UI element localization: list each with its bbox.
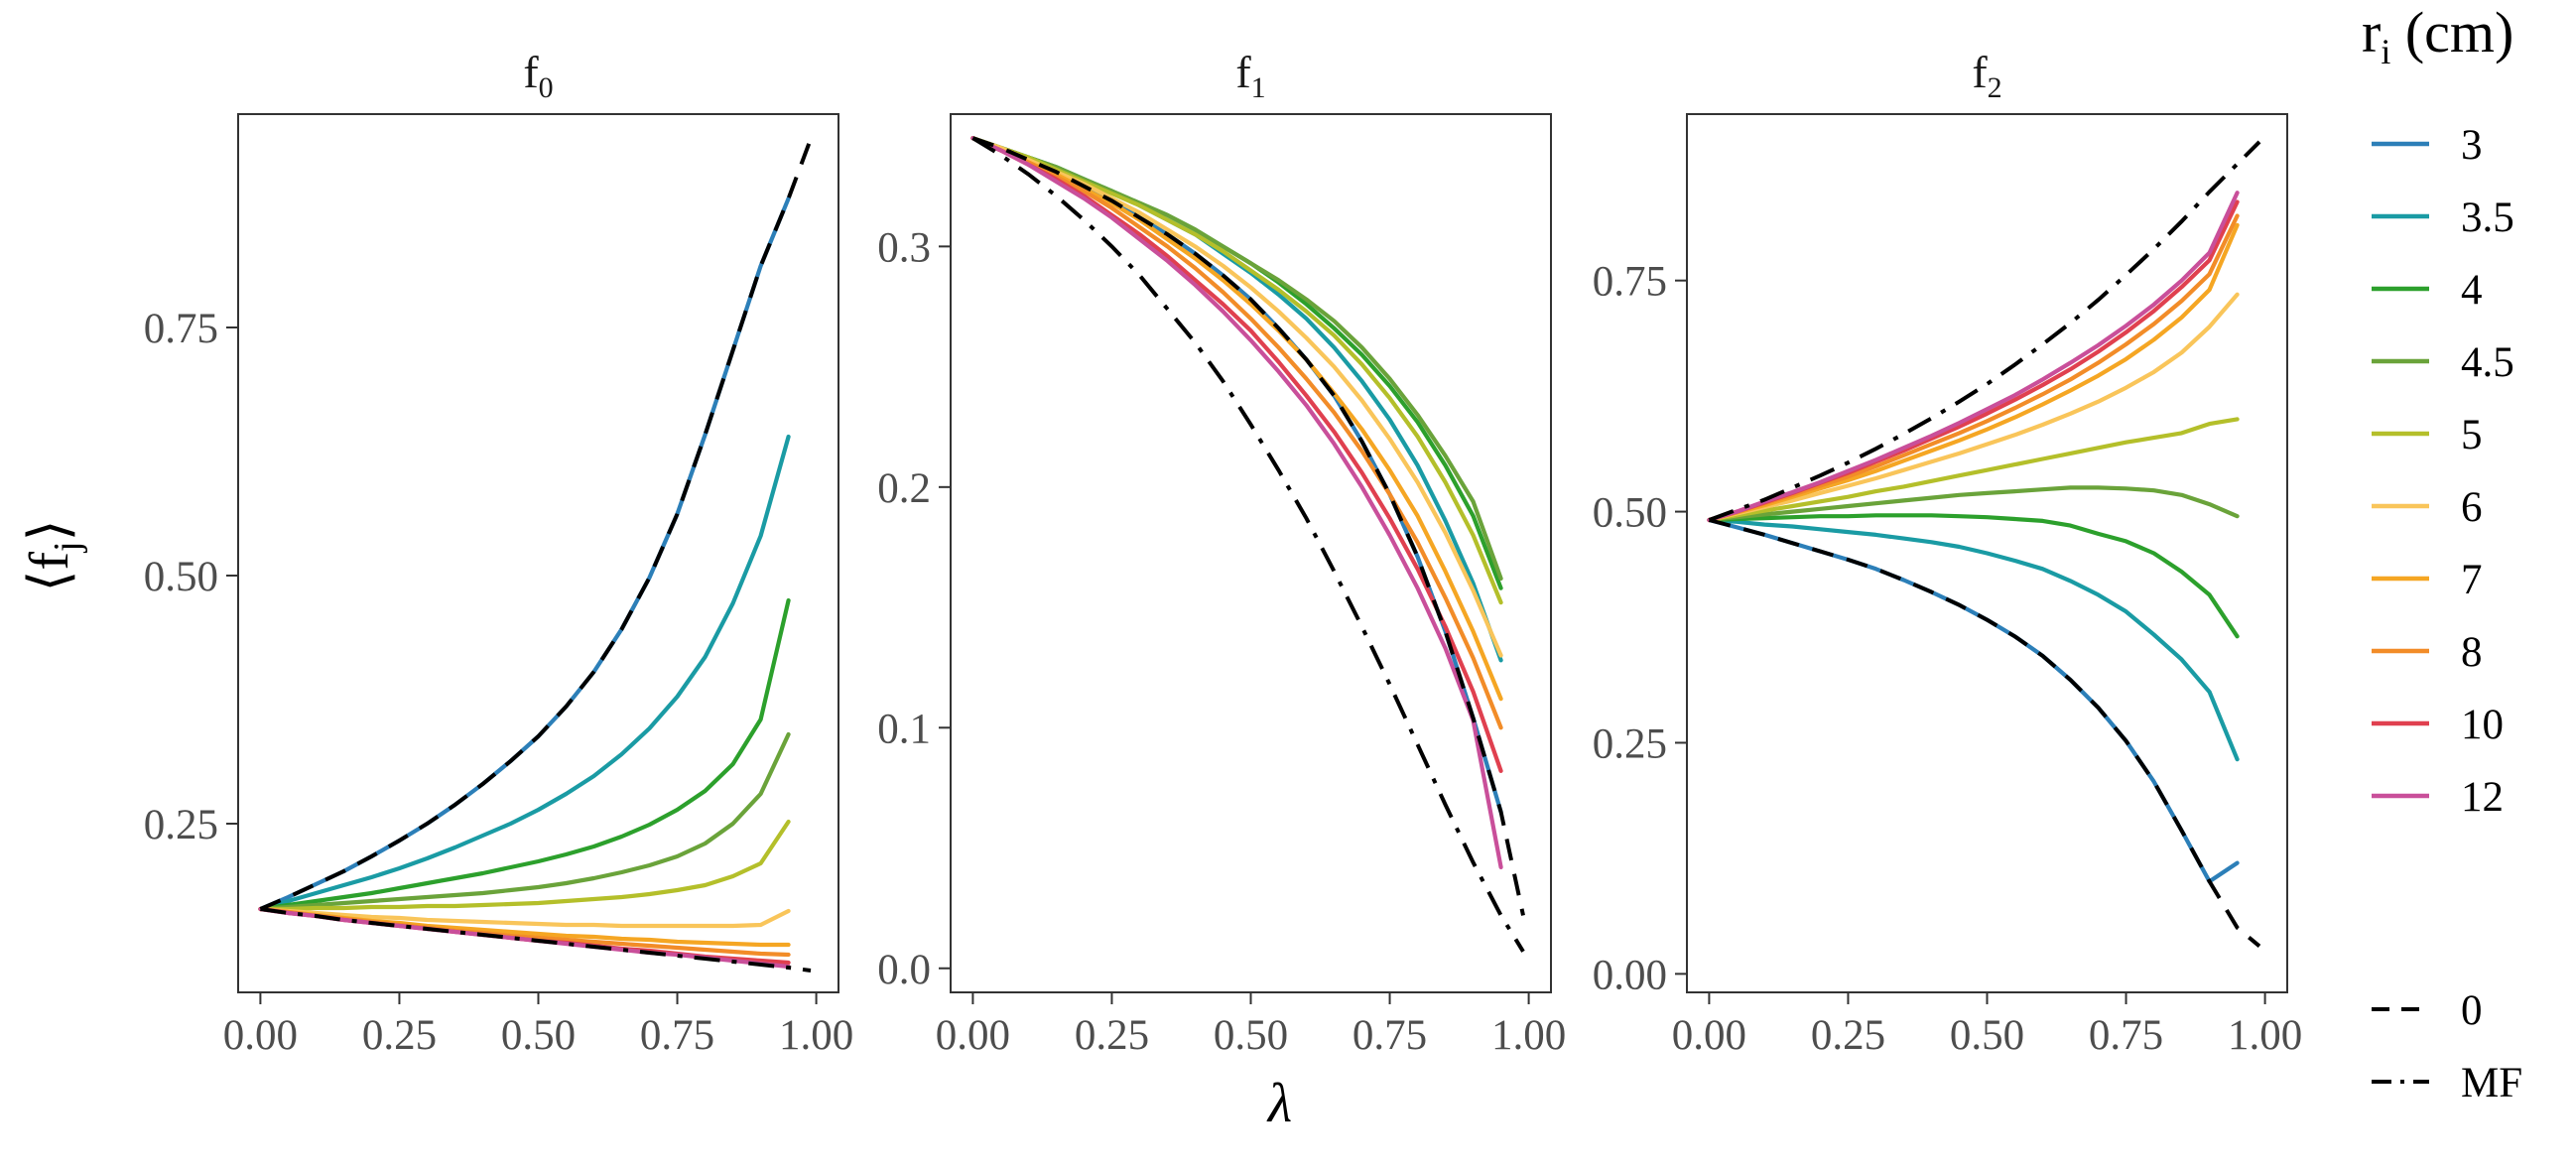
x-tick-label: 0.25: [1811, 1012, 1885, 1059]
y-tick-label: 0.50: [1593, 490, 1667, 537]
series-lines: [1707, 140, 2261, 948]
y-tick-label: 0.50: [144, 554, 218, 600]
legend-label: 3: [2461, 122, 2483, 169]
y-tick-label: 0.75: [144, 306, 218, 352]
series-line-r4: [258, 597, 791, 912]
panel-border: [1686, 113, 2288, 993]
panel-title: f2: [1972, 47, 2001, 104]
legend: ri (cm) 3 3.5 4 4.5 5 6 7 8 10 12 0 MF: [2362, 0, 2522, 1106]
legend-label: 0: [2461, 987, 2483, 1034]
x-tick-label: 0.50: [501, 1012, 576, 1059]
series-line-r7: [970, 136, 1503, 702]
series-line-r12: [1707, 191, 2240, 523]
panel-f2: f2 0.00 0.25 0.50 0.75 1.00 0.00 0.25 0.50 0.75: [1593, 47, 2302, 1059]
series-line-r6: [970, 136, 1503, 658]
panel-title: f1: [1235, 47, 1265, 104]
legend-label: 12: [2461, 774, 2504, 821]
x-tick-label: 0.75: [2089, 1012, 2163, 1059]
reference-line-MF: [971, 136, 1525, 953]
y-tick-label: 0.1: [877, 706, 931, 752]
series-line-r3.5: [258, 434, 791, 912]
y-tick-label: 0.00: [1593, 952, 1667, 998]
legend-label: 4.5: [2461, 339, 2514, 386]
panel-title: f0: [523, 47, 553, 104]
series-lines: [970, 136, 1525, 953]
series-line-r3.5: [1707, 517, 2240, 762]
legend-label: 5: [2461, 412, 2483, 458]
reference-line-0: [1708, 518, 2261, 948]
x-tick-label: 0.50: [1950, 1012, 2024, 1059]
x-tick-label: 0.75: [640, 1012, 714, 1059]
x-tick-label: 1.00: [1491, 1012, 1566, 1059]
y-tick-label: 0.75: [1593, 259, 1667, 306]
y-tick-label: 0.25: [1593, 720, 1667, 767]
panel-background: [951, 114, 1551, 992]
x-tick-label: 0.00: [936, 1012, 1010, 1059]
x-tick-label: 0.00: [223, 1012, 298, 1059]
series-line-r4.5: [970, 136, 1503, 582]
reference-line-0: [971, 136, 1525, 916]
series-line-r6: [1707, 292, 2240, 523]
x-tick-label: 1.00: [2228, 1012, 2302, 1059]
x-tick-label: 0.25: [1075, 1012, 1149, 1059]
legend-label: 4: [2461, 267, 2483, 314]
panel-f0: f0 0.00 0.25 0.50 0.75 1.00 0.25 0.50 0.75: [144, 47, 853, 1059]
reference-line-MF: [1708, 140, 2261, 522]
y-tick-label: 0.0: [877, 947, 931, 993]
x-tick-label: 0.25: [362, 1012, 437, 1059]
x-tick-label: 0.00: [1672, 1012, 1746, 1059]
panel-f1: f1 0.00 0.25 0.50 0.75 1.00 0.0 0.1 0.2 0.3: [877, 47, 1566, 1059]
panel-border: [950, 113, 1552, 993]
y-tick-label: 0.3: [877, 224, 931, 271]
legend-label: 7: [2461, 557, 2483, 603]
reference-line-MF: [260, 907, 812, 973]
panels-group: f00.00 0.25 0.50 0.75 1.000.250.500.75f10.00…: [144, 47, 2302, 1059]
series-line-r4.5: [258, 731, 791, 912]
y-tick-label: 0.25: [144, 802, 218, 848]
series-line-r8: [970, 136, 1503, 730]
series-line-r12: [970, 136, 1503, 870]
series-line-r5: [970, 136, 1503, 605]
x-axis-title: λ: [1266, 1073, 1292, 1134]
legend-label: 8: [2461, 629, 2483, 676]
y-tick-label: 0.2: [877, 465, 931, 512]
x-tick-label: 1.00: [779, 1012, 853, 1059]
legend-label: 10: [2461, 702, 2504, 748]
series-line-r4.5: [1707, 485, 2240, 523]
series-line-r6: [258, 906, 791, 929]
x-tick-label: 0.75: [1352, 1012, 1427, 1059]
series-lines: [258, 138, 813, 973]
legend-label: 3.5: [2461, 195, 2514, 241]
y-axis-title: ⟨fj⟩: [19, 520, 88, 592]
reference-line-0: [259, 138, 813, 911]
series-line-r5: [258, 819, 791, 912]
legend-label: 6: [2461, 484, 2483, 531]
x-tick-label: 0.50: [1214, 1012, 1288, 1059]
legend-label: MF: [2461, 1060, 2522, 1106]
panel-background: [238, 114, 838, 992]
series-line-r4: [1707, 513, 2240, 639]
panel-border: [237, 113, 839, 993]
legend-title: ri (cm): [2362, 0, 2513, 71]
series-line-r5: [1707, 417, 2240, 523]
